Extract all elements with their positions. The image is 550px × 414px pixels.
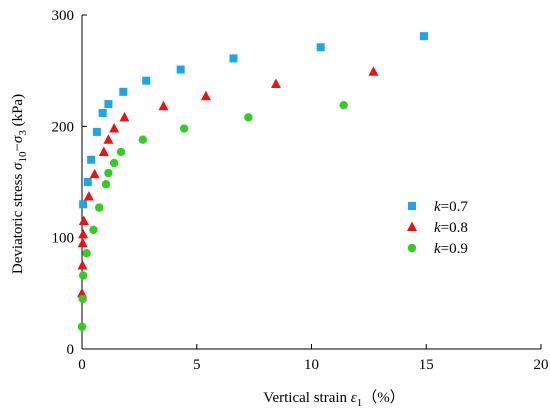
x-tick-label: 15 bbox=[419, 357, 434, 373]
data-point bbox=[83, 190, 94, 201]
x-tick-label: 20 bbox=[534, 357, 549, 373]
legend-label-value: =0.7 bbox=[441, 199, 469, 215]
legend-marker bbox=[408, 202, 416, 210]
data-marks bbox=[77, 32, 428, 331]
data-point bbox=[316, 43, 325, 52]
y-tick-label: 100 bbox=[52, 231, 75, 247]
data-point bbox=[77, 322, 87, 331]
x-tick-label: 5 bbox=[193, 357, 201, 373]
data-point bbox=[119, 111, 130, 122]
data-point bbox=[77, 260, 88, 270]
data-point bbox=[77, 287, 87, 298]
data-point bbox=[339, 100, 348, 110]
data-point bbox=[138, 135, 148, 144]
data-point bbox=[270, 78, 281, 89]
series-1 bbox=[77, 66, 379, 298]
legend-marker bbox=[407, 221, 417, 231]
legend-item: k=0.9 bbox=[407, 241, 468, 257]
data-point bbox=[78, 215, 89, 225]
data-point bbox=[79, 200, 88, 209]
data-point bbox=[98, 108, 107, 117]
data-point bbox=[83, 178, 92, 186]
data-point bbox=[77, 237, 88, 248]
data-point bbox=[109, 158, 119, 168]
x-axis-title: Vertical strain ε1（%） bbox=[263, 389, 404, 409]
data-point bbox=[176, 65, 185, 74]
data-point bbox=[98, 146, 109, 156]
series-2 bbox=[77, 100, 348, 331]
data-point bbox=[229, 54, 238, 63]
data-point bbox=[82, 249, 91, 258]
data-point bbox=[103, 134, 114, 144]
legend-label-symbol: k bbox=[434, 220, 441, 236]
data-point bbox=[119, 87, 128, 96]
data-point bbox=[244, 113, 253, 122]
legend-label: k=0.8 bbox=[434, 220, 468, 236]
data-point bbox=[179, 124, 189, 133]
legend-label-value: =0.9 bbox=[441, 241, 468, 257]
data-point bbox=[104, 100, 113, 109]
y-tick-label: 0 bbox=[67, 342, 75, 358]
legend-item: k=0.8 bbox=[407, 220, 468, 236]
data-point bbox=[95, 203, 104, 212]
data-point bbox=[104, 168, 113, 178]
y-tick-label: 200 bbox=[52, 119, 75, 135]
data-point bbox=[89, 225, 98, 235]
legend-label-value: =0.8 bbox=[441, 220, 468, 236]
legend-marker bbox=[407, 243, 417, 253]
legend-label-symbol: k bbox=[434, 199, 441, 215]
y-axis-title: Deviatoric stress σ10−σ3 (kPa) bbox=[10, 94, 29, 274]
data-point bbox=[419, 32, 428, 41]
data-point bbox=[92, 127, 101, 136]
legend-label: k=0.7 bbox=[434, 199, 468, 215]
data-point bbox=[109, 123, 120, 133]
data-point bbox=[101, 180, 111, 189]
series-0 bbox=[79, 32, 428, 209]
data-point bbox=[116, 147, 126, 157]
data-point bbox=[158, 100, 169, 111]
data-point bbox=[89, 168, 100, 179]
data-point bbox=[368, 66, 379, 76]
data-point bbox=[78, 294, 87, 304]
y-tick-label: 300 bbox=[52, 8, 75, 24]
data-point bbox=[142, 76, 151, 85]
data-point bbox=[200, 90, 211, 101]
x-tick-label: 0 bbox=[78, 357, 86, 373]
legend-label: k=0.9 bbox=[434, 241, 468, 257]
data-point bbox=[78, 271, 88, 280]
data-point bbox=[78, 228, 89, 239]
x-tick-label: 10 bbox=[304, 357, 319, 373]
legend-item: k=0.7 bbox=[408, 199, 468, 215]
legend-label-symbol: k bbox=[434, 241, 441, 257]
data-point bbox=[87, 155, 96, 164]
legend: k=0.7k=0.8k=0.9 bbox=[407, 199, 468, 257]
